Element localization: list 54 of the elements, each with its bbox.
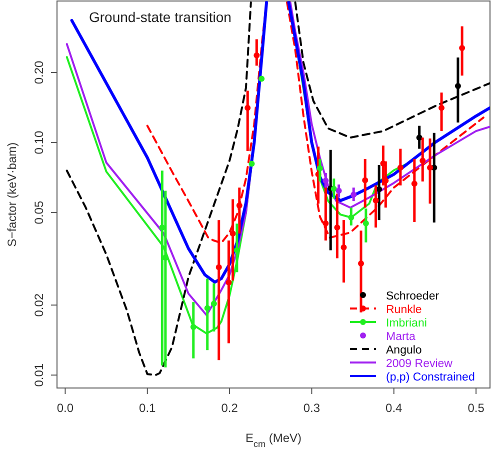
point [248, 160, 255, 167]
point [226, 280, 232, 286]
point [459, 44, 466, 51]
text: Ground-state transition [89, 9, 232, 25]
point [358, 260, 364, 266]
point [244, 104, 251, 111]
point [350, 192, 357, 198]
x-tick-label: 0.5 [468, 401, 485, 415]
y-tick-label: 0.10 [32, 130, 46, 154]
point [204, 305, 210, 312]
point [362, 177, 368, 184]
point [411, 180, 418, 187]
legend-label: Schroeder [386, 290, 440, 302]
point [216, 264, 222, 270]
point [416, 134, 422, 141]
point [316, 165, 323, 172]
y-tick-label: 0.05 [32, 200, 46, 224]
x-tick-label: 0.2 [221, 401, 238, 415]
x-axis-title: E$_{cm}$ (MeV) [245, 431, 302, 449]
y-tick-label: 0.02 [32, 293, 46, 317]
point [420, 158, 426, 164]
point [372, 198, 379, 204]
point [330, 186, 337, 192]
legend-label: Angulo [386, 344, 422, 356]
point [254, 52, 260, 58]
point [190, 324, 196, 330]
legend-label: Marta [386, 331, 416, 343]
y-tick-label: 0.20 [32, 60, 46, 84]
point [438, 104, 445, 111]
point [210, 300, 217, 307]
point [258, 76, 265, 82]
legend-label: 2009 Review [386, 358, 454, 370]
y-tick-label: 0.01 [32, 363, 46, 387]
point [336, 188, 342, 194]
point [234, 247, 240, 254]
point [427, 164, 434, 171]
point [454, 83, 461, 89]
legend-label: Runkle [386, 304, 422, 316]
point [230, 230, 236, 237]
x-tick-label: 0.4 [386, 401, 403, 415]
point [334, 224, 340, 231]
point [348, 214, 354, 220]
x-tick-label: 0.0 [56, 401, 74, 415]
x-tick-label: 0.1 [139, 401, 156, 415]
point [340, 244, 347, 250]
point [322, 178, 329, 184]
point [362, 220, 369, 226]
legend-label: (p,p) Constrained [386, 372, 475, 384]
y-axis-title: S−factor (keV·bam) [5, 142, 19, 247]
point [397, 164, 404, 171]
x-tick-label: 0.3 [303, 401, 320, 415]
legend-label: Imbriani [386, 318, 427, 330]
point [322, 220, 329, 226]
point [236, 202, 242, 209]
